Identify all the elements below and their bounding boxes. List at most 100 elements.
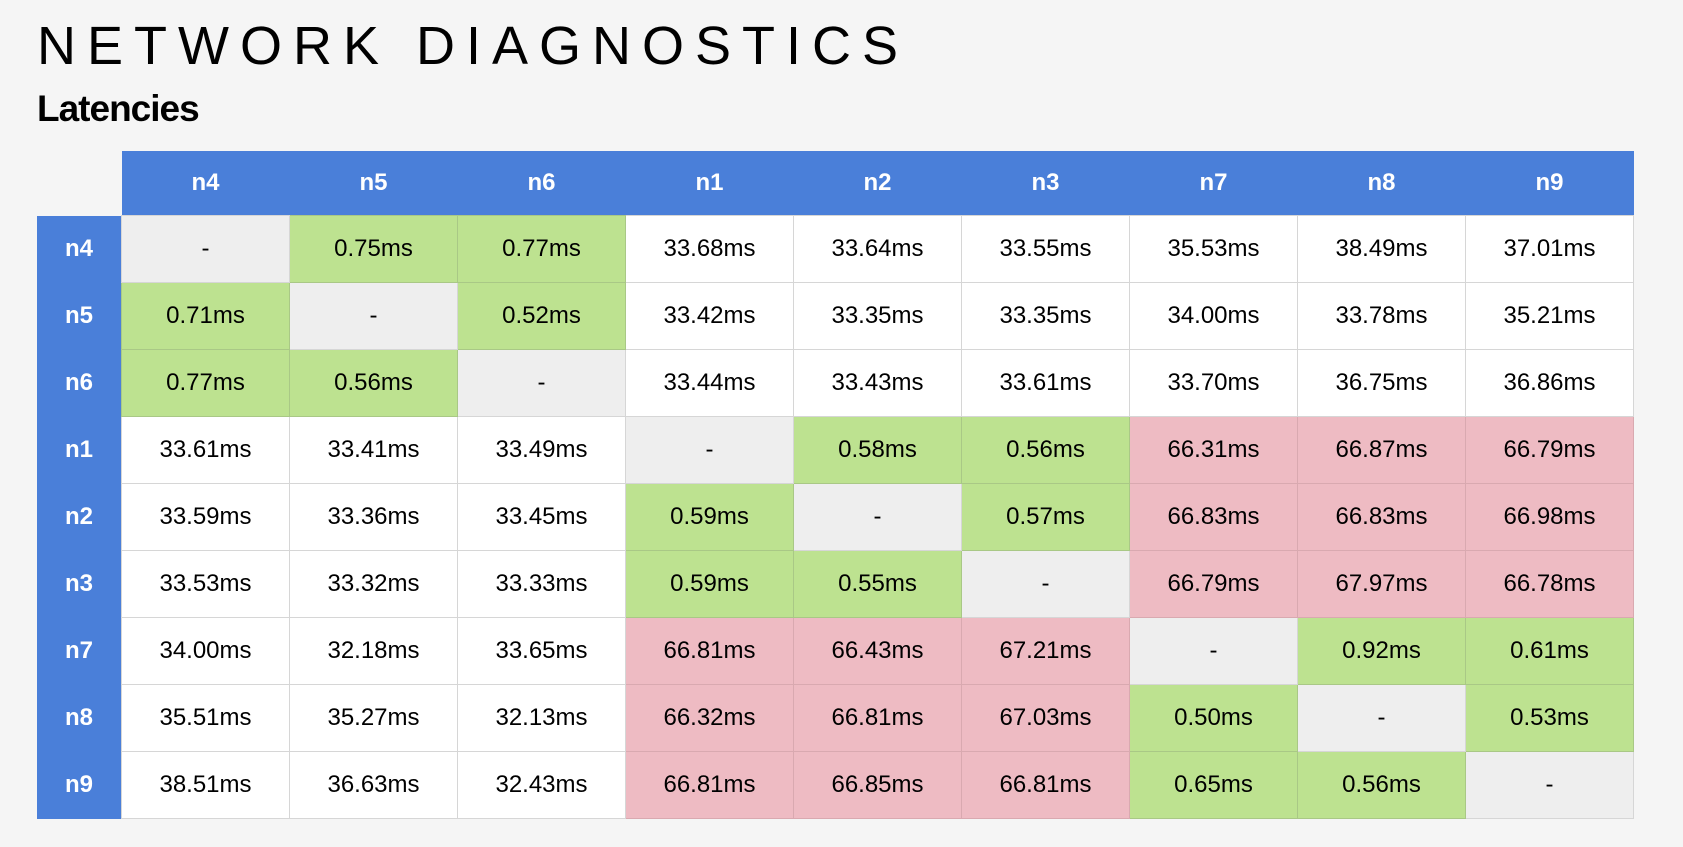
table-row: n5 0.71ms -0.52ms 33.42ms 33.35ms 33.35ms 34.0… [37,282,1634,350]
row-header-n7: n7 [37,617,122,685]
latency-cell: - [625,416,794,484]
latency-cell: 0.52ms [457,282,626,350]
latency-cell: 66.81ms [625,617,794,685]
latency-cell: 33.33ms [457,550,626,618]
row-header-n2: n2 [37,483,122,551]
row-header-n8: n8 [37,684,122,752]
latency-cell: 33.61ms [121,416,290,484]
latency-cell: 0.59ms [625,550,794,618]
column-header-n4: n4 [121,151,290,216]
table-row: n4-0.75ms 0.77ms 33.68ms 33.64ms 33.55ms 35.5… [37,215,1634,283]
latency-cell: 0.65ms [1129,751,1298,819]
latency-cell: 33.61ms [961,349,1130,417]
latency-cell: - [1297,684,1466,752]
latency-cell: 35.21ms [1465,282,1634,350]
latency-cell: 0.92ms [1297,617,1466,685]
table-row: n2 33.59ms 33.36ms 33.45ms 0.59ms -0.57ms 66.8… [37,483,1634,551]
column-header-n9: n9 [1465,151,1634,216]
section-title: Latencies [37,88,200,129]
latency-cell: - [457,349,626,417]
latency-cell: 33.78ms [1297,282,1466,350]
latency-cell: - [121,215,290,283]
latency-cell: 33.64ms [793,215,962,283]
table-row: n7 34.00ms 32.18ms 33.65ms 66.81ms 66.43ms 67.… [37,617,1634,685]
latency-cell: 66.79ms [1465,416,1634,484]
latency-cell: 0.56ms [1297,751,1466,819]
latency-cell: 66.81ms [961,751,1130,819]
latency-cell: 0.59ms [625,483,794,551]
column-header-n2: n2 [793,151,962,216]
latency-matrix: n4 n5 n6 n1 n2 n3 n7 n8 n9 n4-0.75ms 0.77ms 33.68m… [37,151,1634,819]
latency-cell: - [961,550,1130,618]
latency-cell: 35.51ms [121,684,290,752]
latency-cell: 33.45ms [457,483,626,551]
row-header-n4: n4 [37,215,122,283]
latency-cell: 33.68ms [625,215,794,283]
latency-cell: 66.85ms [793,751,962,819]
latency-cell: 0.61ms [1465,617,1634,685]
latency-cell: - [1465,751,1634,819]
latency-cell: 0.75ms [289,215,458,283]
latency-cell: 0.57ms [961,483,1130,551]
latency-cell: 66.87ms [1297,416,1466,484]
page-title: NETWORK DIAGNOSTICS [37,16,910,76]
latency-cell: 0.56ms [289,349,458,417]
latency-cell: 37.01ms [1465,215,1634,283]
latency-cell: 66.78ms [1465,550,1634,618]
latency-cell: - [793,483,962,551]
latency-cell: 0.53ms [1465,684,1634,752]
latency-cell: 66.98ms [1465,483,1634,551]
row-header-n6: n6 [37,349,122,417]
table-row: n3 33.53ms 33.32ms 33.33ms 0.59ms 0.55ms -66.7… [37,550,1634,618]
latency-cell: 0.77ms [121,349,290,417]
table-row: n9 38.51ms 36.63ms 32.43ms 66.81ms 66.85ms 66.… [37,751,1634,819]
latency-cell: 0.56ms [961,416,1130,484]
latency-cell: 35.53ms [1129,215,1298,283]
latency-cell: - [1129,617,1298,685]
latency-cell: 0.50ms [1129,684,1298,752]
latency-cell: 36.86ms [1465,349,1634,417]
column-header-n6: n6 [457,151,626,216]
latency-cell: 33.32ms [289,550,458,618]
latency-cell: 66.43ms [793,617,962,685]
row-header-n1: n1 [37,416,122,484]
latency-cell: 66.83ms [1129,483,1298,551]
latency-cell: 33.43ms [793,349,962,417]
latency-cell: 33.41ms [289,416,458,484]
row-header-n9: n9 [37,751,122,819]
latency-cell: 33.55ms [961,215,1130,283]
latency-cell: - [289,282,458,350]
column-header-n5: n5 [289,151,458,216]
latency-cell: 66.79ms [1129,550,1298,618]
latency-cell: 67.97ms [1297,550,1466,618]
corner-cell [37,151,122,216]
column-header-row: n4 n5 n6 n1 n2 n3 n7 n8 n9 [37,151,1634,216]
latency-cell: 36.75ms [1297,349,1466,417]
latency-cell: 33.42ms [625,282,794,350]
latency-cell: 66.31ms [1129,416,1298,484]
latency-cell: 0.71ms [121,282,290,350]
row-header-n3: n3 [37,550,122,618]
latency-cell: 33.70ms [1129,349,1298,417]
latency-cell: 66.32ms [625,684,794,752]
latency-cell: 33.53ms [121,550,290,618]
row-header-n5: n5 [37,282,122,350]
latency-cell: 33.35ms [793,282,962,350]
column-header-n7: n7 [1129,151,1298,216]
latency-cell: 67.03ms [961,684,1130,752]
table-row: n8 35.51ms 35.27ms 32.13ms 66.32ms 66.81ms 67.… [37,684,1634,752]
table-row: n1 33.61ms 33.41ms 33.49ms -0.58ms 0.56ms 66.3… [37,416,1634,484]
latency-cell: 33.44ms [625,349,794,417]
latency-cell: 35.27ms [289,684,458,752]
latency-cell: 38.49ms [1297,215,1466,283]
latency-cell: 66.81ms [793,684,962,752]
latency-cell: 33.59ms [121,483,290,551]
latency-cell: 33.49ms [457,416,626,484]
latency-cell: 33.36ms [289,483,458,551]
latency-cell: 33.65ms [457,617,626,685]
latency-cell: 34.00ms [121,617,290,685]
latency-cell: 36.63ms [289,751,458,819]
column-header-n3: n3 [961,151,1130,216]
column-header-n8: n8 [1297,151,1466,216]
latency-cell: 0.58ms [793,416,962,484]
